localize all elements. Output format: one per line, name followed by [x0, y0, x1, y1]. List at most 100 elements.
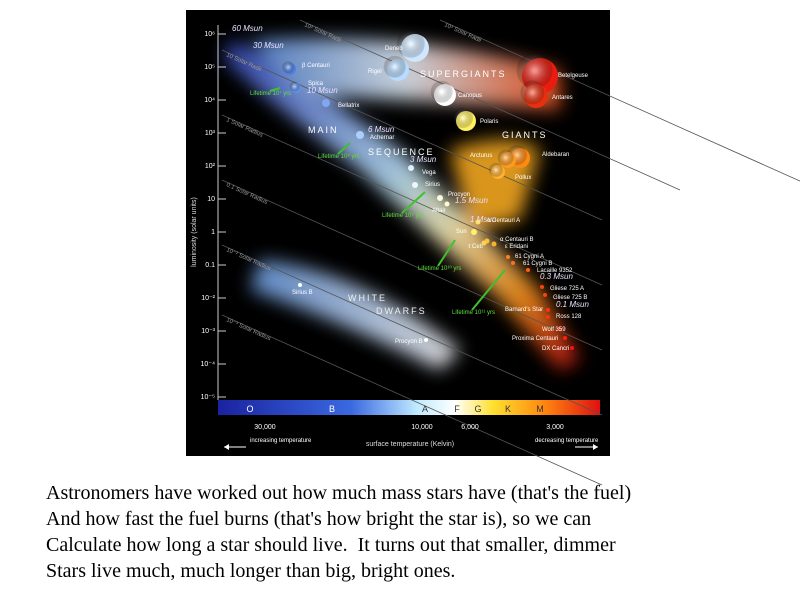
y-tick-label: 10⁴: [204, 97, 215, 104]
paragraph-line: Stars live much, much longer than big, b…: [46, 560, 455, 582]
y-tick-label: 10⁻²: [201, 295, 215, 302]
lifetime-label: Lifetime 10⁹ yrs: [382, 212, 424, 219]
region-label: GIANTS: [502, 130, 548, 140]
star-label: Procyon: [448, 192, 470, 198]
y-axis-label: luminosity (solar units): [191, 197, 198, 267]
star-label: Sirius: [425, 182, 440, 188]
paragraph-line: And how fast the fuel burns (that's how …: [46, 508, 591, 530]
spectral-class: K: [505, 404, 511, 414]
star-shade: [430, 80, 453, 103]
paragraph: Astronomers have worked out how much mas…: [46, 482, 631, 582]
star-label: Gliese 725 B: [553, 295, 587, 301]
star-label: β Centauri: [302, 63, 330, 69]
lifetime-pointer: [471, 269, 506, 311]
y-tick-label: 10⁵: [204, 64, 215, 71]
mass-label: 30 Msun: [253, 41, 284, 50]
star: [546, 308, 550, 312]
arrow-left-head: [224, 444, 229, 450]
y-tick-label: 10³: [205, 130, 216, 137]
star-label: α Centauri B: [500, 237, 533, 243]
star-label: Proxima Centauri: [512, 336, 558, 342]
mass-label: 10 Msun: [307, 86, 338, 95]
spectral-class: F: [454, 404, 460, 414]
radius-line: [221, 179, 603, 351]
lifetime-label: Lifetime 10¹¹ yrs: [452, 310, 495, 316]
star-label: Spica: [308, 81, 324, 87]
mass-label: 3 Msun: [410, 155, 437, 164]
star-label: Arcturus: [470, 153, 492, 159]
region-label: SEQUENCE: [368, 147, 435, 157]
star-label: DX Cancri: [542, 346, 569, 352]
temperature-tick: 30,000: [254, 424, 276, 431]
star-label: Sun: [456, 229, 467, 235]
region-label: MAIN: [308, 125, 339, 135]
increasing-label: increasing temperature: [250, 438, 312, 444]
spectral-class: O: [246, 404, 253, 414]
star: [558, 327, 562, 331]
star-shade: [453, 108, 473, 128]
radius-line: [221, 244, 603, 416]
spectral-class: B: [329, 404, 335, 414]
y-tick-label: 10: [207, 196, 215, 203]
star-label: Polaris: [480, 119, 498, 125]
star-label: 61 Cygni B: [523, 261, 552, 267]
star-label: Wolf 359: [542, 327, 566, 333]
star-label: Aldebaran: [542, 152, 569, 158]
star: [437, 195, 443, 201]
mass-label: 1.5 Msun: [455, 196, 488, 205]
decreasing-label: decreasing temperature: [535, 438, 599, 444]
star-label: τ Ceti: [468, 244, 483, 250]
star-label: Canopus: [458, 93, 482, 99]
lifetime-label: Lifetime 10¹⁰ yrs: [418, 265, 461, 272]
star-shade: [383, 55, 406, 78]
radius-line: [439, 19, 800, 182]
star: [546, 315, 550, 319]
mass-label: 60 Msun: [232, 24, 263, 33]
region-label: SUPERGIANTS: [420, 69, 507, 79]
star: [412, 182, 418, 188]
y-tick-label: 0.1: [205, 262, 215, 269]
star: [471, 229, 477, 235]
y-tick-label: 1: [211, 229, 215, 236]
star-label: Deneb: [385, 46, 403, 52]
temperature-tick: 10,000: [411, 424, 433, 431]
star-label: Procyon B: [395, 339, 423, 345]
star-label: Bellatrix: [338, 103, 359, 109]
star: [408, 165, 414, 171]
lifetime-label: Lifetime 10⁷ yrs: [250, 90, 291, 97]
star: [526, 268, 530, 272]
star-shade: [488, 162, 503, 177]
star-label: Vega: [422, 170, 436, 176]
star-label: Antares: [552, 95, 573, 101]
y-tick-label: 10⁻³: [201, 328, 215, 335]
star-shade: [289, 81, 300, 92]
star: [356, 131, 364, 139]
region-label: DWARFS: [376, 306, 427, 316]
star-label: Altair: [432, 208, 446, 214]
spectral-class: G: [474, 404, 481, 414]
radius-line: [221, 49, 603, 221]
radius-line: [221, 114, 603, 286]
y-tick-label: 10⁻⁴: [201, 361, 216, 368]
mass-label: 0.1 Msun: [556, 300, 589, 309]
star-label: Lacaille 9352: [537, 268, 573, 274]
star: [540, 285, 544, 289]
mass-label: 6 Msun: [368, 125, 395, 134]
star-shade: [520, 80, 545, 105]
temperature-tick: 3,000: [546, 424, 564, 431]
star-label: Betelgeuse: [558, 73, 589, 79]
star-label: α Centauri A: [487, 218, 520, 224]
y-tick-label: 10⁶: [204, 31, 215, 38]
star-label: 61 Cygni A: [515, 254, 544, 260]
lifetime-pointer: [269, 87, 281, 92]
y-tick-label: 10²: [205, 163, 216, 170]
lifetime-pointer: [337, 142, 351, 155]
star-shade: [282, 61, 295, 74]
star-label: Sirius B: [292, 290, 313, 296]
spectral-bar: [218, 400, 600, 415]
star-label: Achernar: [370, 135, 394, 141]
star-label: Ross 128: [556, 314, 582, 320]
lifetime-pointer: [437, 239, 456, 267]
star-shade: [497, 149, 514, 166]
